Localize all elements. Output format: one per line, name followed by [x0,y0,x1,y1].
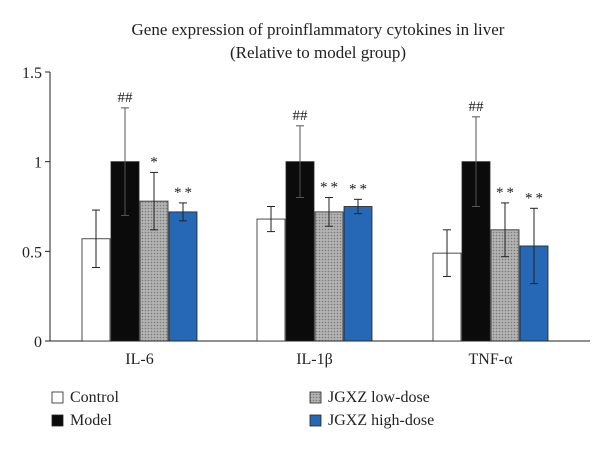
significance-mark: ## [469,99,485,115]
bar-tnf-jgxz-high-dose [519,245,549,342]
significance-mark: * * [349,181,367,197]
legend-label-jgxz-low-dose: JGXZ low-dose [328,389,430,406]
significance-mark: ## [118,90,134,106]
significance-mark: * * [525,190,543,206]
legend-label-model: Model [70,412,112,429]
bar-il-1-jgxz-high-dose [343,206,373,342]
y-tick-label: 1 [34,155,42,172]
significance-mark: ## [293,108,309,124]
legend-label-jgxz-high-dose: JGXZ high-dose [328,412,434,429]
bar-il-1-control [256,218,286,342]
legend-swatch-control [51,391,64,404]
legend-label-control: Control [70,389,119,406]
bar-il-6-jgxz-high-dose [168,211,198,342]
x-tick-label-tnf: TNF-α [469,351,514,368]
bar-il-1-jgxz-low-dose [314,211,344,342]
legend: Control Model JGXZ low-dose JGXZ high-dose [51,389,434,429]
x-tick-label-il-1: IL-1β [296,351,333,368]
legend-swatch-jgxz-low-dose [309,391,322,404]
legend-swatch-model [51,414,64,427]
significance-mark: * * [320,180,338,196]
significance-mark: * [150,154,158,170]
significance-mark: * * [496,185,514,201]
y-tick-label: 1.5 [22,65,42,82]
chart-title-line-1: Gene expression of proinflammatory cytok… [132,20,505,39]
y-tick-label: 0.5 [22,244,42,261]
plot-area: 0 0.5 1 1.5 ## * * * IL-6 ## * * * * IL-1β ## * * * * T… [22,65,590,368]
x-tick-label-il-6: IL-6 [125,351,153,368]
chart-title-line-2: (Relative to model group) [230,43,406,62]
legend-swatch-jgxz-high-dose [309,414,322,427]
y-tick-label: 0 [34,334,42,351]
significance-mark: * * [174,185,192,201]
